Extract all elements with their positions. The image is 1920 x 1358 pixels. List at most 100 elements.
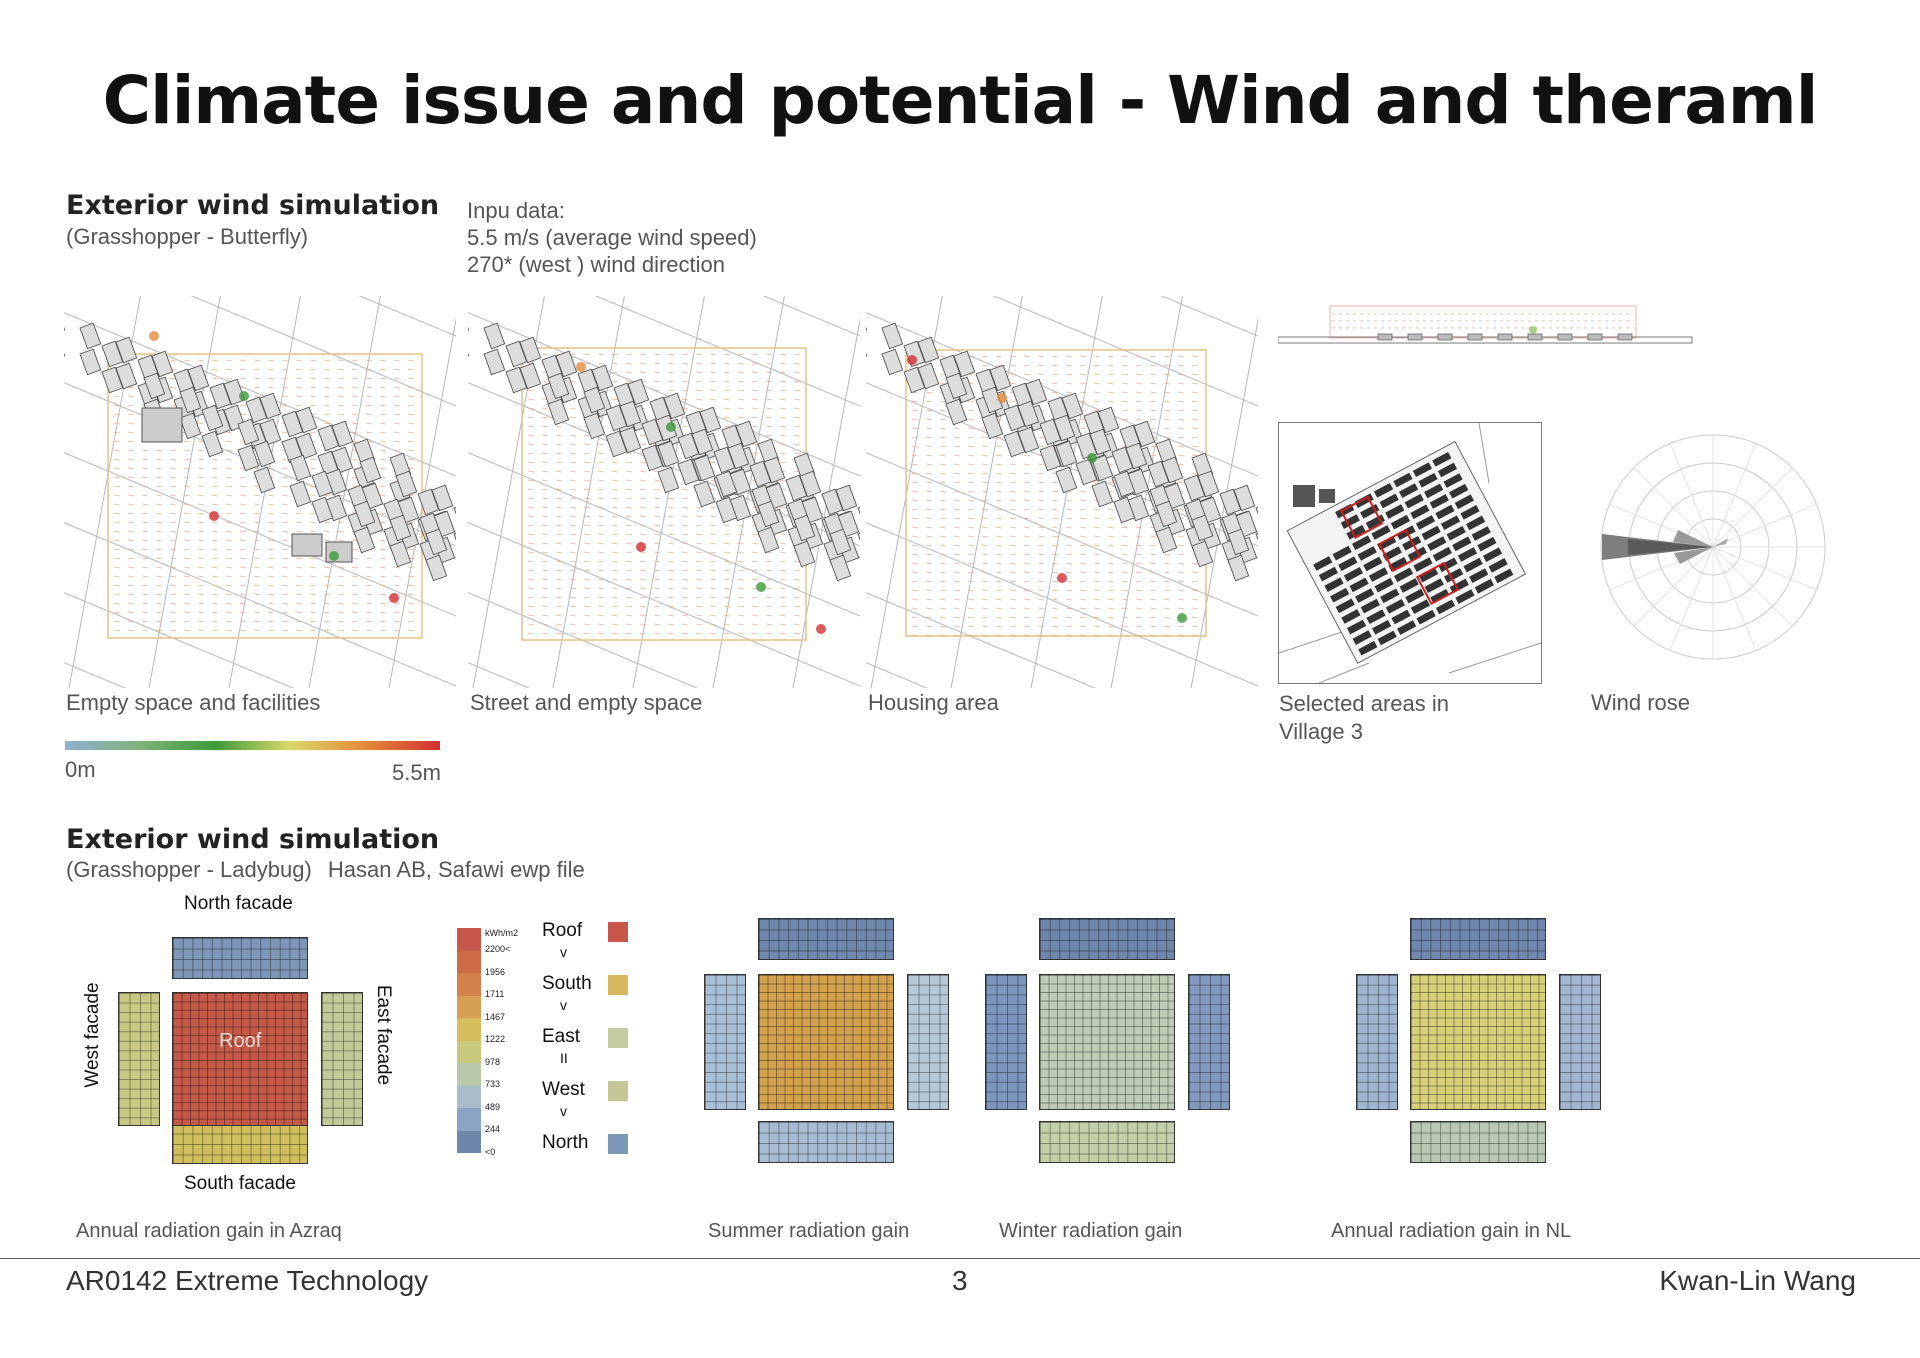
wind-section-subtitle: (Grasshopper - Butterfly): [66, 224, 309, 249]
caption-line: Village 3: [1279, 719, 1363, 744]
ranking-separator: II: [560, 1050, 568, 1066]
ranking-label: West: [542, 1079, 585, 1100]
footer-rule: [0, 1258, 1920, 1259]
east-facade-label: East facade: [373, 984, 394, 1086]
wind-simulation-map: [64, 296, 456, 688]
diagram-caption: Summer radiation gain: [708, 1220, 910, 1242]
diagram-caption: Annual radiation gain in NL: [1331, 1220, 1572, 1242]
south-facade-panel: [1410, 1121, 1546, 1163]
ranking-label: South: [542, 973, 592, 994]
radiation-section-subtitle: (Grasshopper - Ladybug) Hasan AB, Safawi…: [66, 857, 585, 883]
legend-swatch: [457, 1085, 481, 1108]
radiation-diagram-summer: [704, 918, 954, 1168]
legend-swatch: [457, 1130, 481, 1153]
legend-tick-label: <0: [485, 1146, 496, 1157]
radiation-diagram-winter: [985, 918, 1235, 1168]
ranking-separator: v: [560, 997, 567, 1013]
ranking-swatch: [608, 1134, 628, 1154]
legend-swatch: [457, 928, 481, 951]
wind-section-elevation: [1278, 305, 1693, 344]
legend-swatch: [457, 1040, 481, 1063]
legend-tick-label: 244: [485, 1124, 501, 1134]
footer-page-number: 3: [952, 1265, 968, 1296]
diagram-caption: Winter radiation gain: [999, 1220, 1183, 1242]
legend-tick-label: 489: [485, 1101, 501, 1112]
ranking-label: North: [542, 1132, 589, 1153]
south-facade-panel: [758, 1121, 894, 1163]
wind-section-title: Exterior wind simulation: [66, 190, 440, 221]
ranking-separator: v: [560, 944, 567, 960]
legend-swatch: [457, 1018, 481, 1041]
ranking-swatch: [608, 1028, 628, 1048]
wind-panel-street: [468, 296, 860, 688]
south-facade-panel: [1039, 1121, 1175, 1163]
east-facade-panel: [907, 974, 949, 1110]
west-facade-panel: [1356, 974, 1398, 1110]
legend-tick-label: 1467: [485, 1011, 506, 1022]
ranking-label: East: [542, 1026, 581, 1047]
radiation-diagram-nl: [1356, 918, 1606, 1168]
roof-label: Roof: [219, 1030, 262, 1052]
wind-speed-scale-bar: [65, 741, 440, 750]
scale-max-label: 5.5m: [392, 760, 441, 785]
roof-panel: [758, 974, 894, 1110]
ranking-swatch: [608, 1081, 628, 1101]
north-facade-panel: [1039, 918, 1175, 960]
wind-rose-caption: Wind rose: [1591, 690, 1691, 715]
roof-panel: [1410, 974, 1546, 1110]
radiation-subtitle-file: Hasan AB, Safawi ewp file: [327, 857, 585, 882]
legend-tick-label: 978: [485, 1056, 501, 1067]
legend-unit: kWh/m2: [485, 928, 519, 938]
west-facade-panel: [704, 974, 746, 1110]
ranking-label: Roof: [542, 920, 583, 941]
legend-tick-label: 733: [485, 1079, 501, 1089]
legend-swatch: [457, 973, 481, 996]
ranking-swatch: [608, 975, 628, 995]
legend-swatch: [457, 950, 481, 973]
east-facade-panel: [321, 992, 363, 1126]
legend-tick-label: 1956: [485, 966, 506, 977]
south-facade-label: South facade: [184, 1173, 296, 1194]
roof-panel: [1039, 974, 1175, 1110]
page-title: Climate issue and potential - Wind and t…: [102, 62, 1819, 139]
panel-caption: Empty space and facilities: [66, 690, 321, 715]
legend-tick-label: 2200<: [485, 944, 511, 954]
roof-panel: [172, 992, 308, 1126]
wind-panel-housing: [866, 296, 1258, 688]
village-plan: [1279, 423, 1541, 683]
north-facade-panel: [758, 918, 894, 960]
east-facade-panel: [1559, 974, 1601, 1110]
east-facade-panel: [1188, 974, 1230, 1110]
west-facade-panel: [985, 974, 1027, 1110]
legend-swatch: [457, 995, 481, 1018]
south-facade-panel: [172, 1122, 308, 1164]
panel-caption: Street and empty space: [470, 690, 703, 715]
wind-simulation-map: [468, 296, 860, 688]
radiation-subtitle-tool: (Grasshopper - Ladybug): [66, 857, 312, 882]
legend-tick-label: 1222: [485, 1034, 506, 1044]
radiation-legend: kWh/m2 2200< 1956 1711 1467 1222 978 733 489 244 <…: [457, 928, 519, 1160]
legend-tick-label: 1711: [485, 989, 505, 999]
wind-simulation-map: [866, 296, 1258, 688]
radiation-section-title: Exterior wind simulation: [66, 824, 440, 855]
footer-author: Kwan-Lin Wang: [1659, 1265, 1856, 1296]
wind-panel-empty-space: [64, 296, 456, 688]
west-facade-label: West facade: [82, 982, 103, 1088]
scale-min-label: 0m: [65, 757, 96, 782]
selected-areas-map: [1278, 422, 1542, 684]
diagram-caption: Annual radiation gain in Azraq: [76, 1220, 342, 1242]
input-line: 270* (west ) wind direction: [467, 252, 726, 277]
input-line: 5.5 m/s (average wind speed): [467, 225, 757, 250]
radiation-diagram-azraq: [118, 937, 368, 1167]
legend-swatch: [457, 1108, 481, 1131]
input-data-block: Inpu data: 5.5 m/s (average wind speed) …: [467, 197, 757, 278]
north-facade-panel: [172, 937, 308, 979]
footer-course: AR0142 Extreme Technology: [66, 1265, 429, 1296]
north-facade-panel: [1410, 918, 1546, 960]
selected-areas-caption: Selected areas in Village 3: [1279, 690, 1449, 746]
legend-swatch: [457, 1063, 481, 1086]
caption-line: Selected areas in: [1279, 691, 1449, 716]
north-facade-label: North facade: [184, 893, 293, 914]
panel-caption: Housing area: [868, 690, 999, 715]
wind-rose-chart: [1600, 434, 1826, 660]
